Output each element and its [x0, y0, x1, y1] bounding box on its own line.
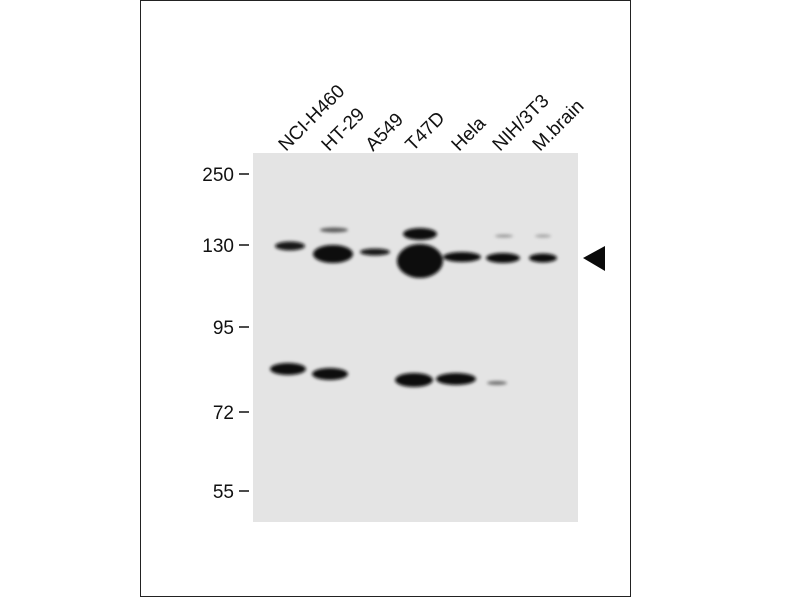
target-band-arrow-icon: [583, 246, 605, 271]
protein-band: [535, 234, 551, 238]
protein-band: [436, 373, 476, 385]
protein-band: [320, 227, 348, 233]
blot-membrane: [253, 153, 578, 522]
marker-label: 250: [202, 165, 234, 186]
protein-band: [312, 368, 348, 380]
lane-label: Hela: [448, 113, 491, 156]
protein-band: [360, 248, 390, 256]
protein-band: [395, 373, 433, 387]
lane-label: A549: [362, 109, 408, 155]
protein-band: [313, 245, 353, 263]
molecular-weight-markers: 250 130 95 72 55: [202, 165, 249, 503]
protein-band: [495, 234, 513, 238]
protein-band: [275, 241, 305, 251]
marker-label: 95: [213, 318, 234, 339]
protein-band: [486, 253, 520, 263]
protein-band: [403, 228, 437, 240]
marker-label: 130: [202, 236, 234, 257]
protein-band: [270, 363, 306, 375]
protein-band: [443, 252, 481, 262]
marker-label: 55: [213, 482, 234, 503]
marker-label: 72: [213, 403, 234, 424]
protein-band: [487, 381, 507, 385]
protein-band: [529, 253, 557, 263]
lane-label: T47D: [402, 108, 450, 156]
figure-frame: [140, 0, 631, 597]
protein-band: [397, 244, 443, 278]
lane-labels: NCI-H460 HT-29 A549 T47D Hela NIH/3T3 M.…: [275, 81, 589, 156]
